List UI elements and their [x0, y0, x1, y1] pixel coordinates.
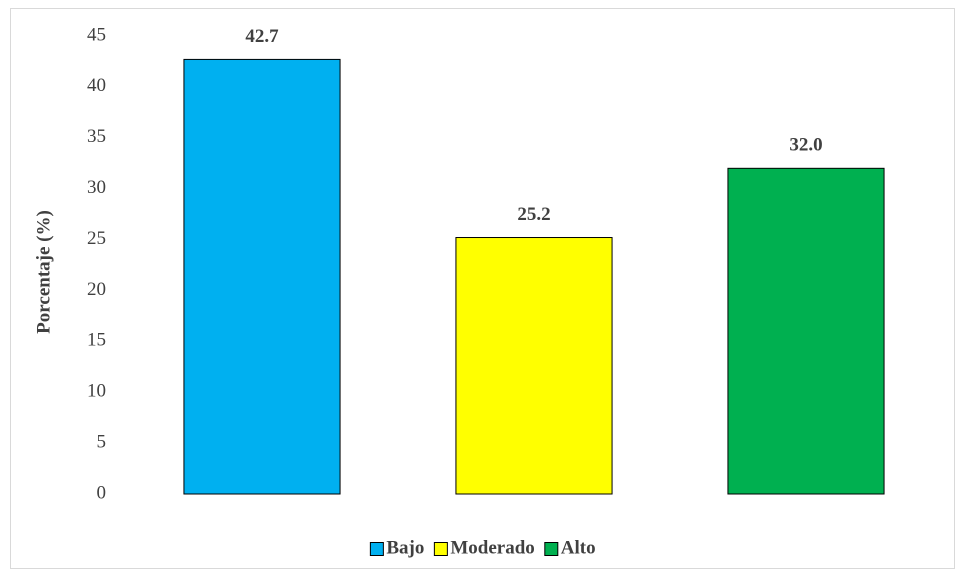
y-tick-label: 30: [87, 177, 106, 198]
legend-label: Moderado: [450, 537, 534, 558]
legend-label: Alto: [561, 537, 596, 558]
bar: [183, 58, 341, 495]
y-axis-title: Porcentaje (%): [33, 210, 54, 334]
y-tick-label: 5: [97, 431, 107, 452]
legend-swatch: [369, 542, 384, 556]
y-tick-label: 45: [87, 24, 106, 45]
bar: [727, 167, 885, 495]
legend-label: Bajo: [386, 537, 424, 558]
y-tick-label: 15: [87, 330, 106, 351]
y-tick-label: 35: [87, 126, 106, 147]
y-tick-label: 25: [87, 228, 106, 249]
legend-swatch: [544, 542, 559, 556]
legend-swatch: [433, 542, 448, 556]
data-label: 42.7: [245, 26, 279, 47]
data-label: 25.2: [517, 204, 550, 225]
y-tick-label: 20: [87, 279, 106, 300]
y-tick-label: 0: [97, 482, 107, 503]
y-tick-label: 10: [87, 381, 106, 402]
bar: [455, 237, 613, 495]
y-tick-label: 40: [87, 75, 106, 96]
data-label: 32.0: [789, 135, 822, 156]
